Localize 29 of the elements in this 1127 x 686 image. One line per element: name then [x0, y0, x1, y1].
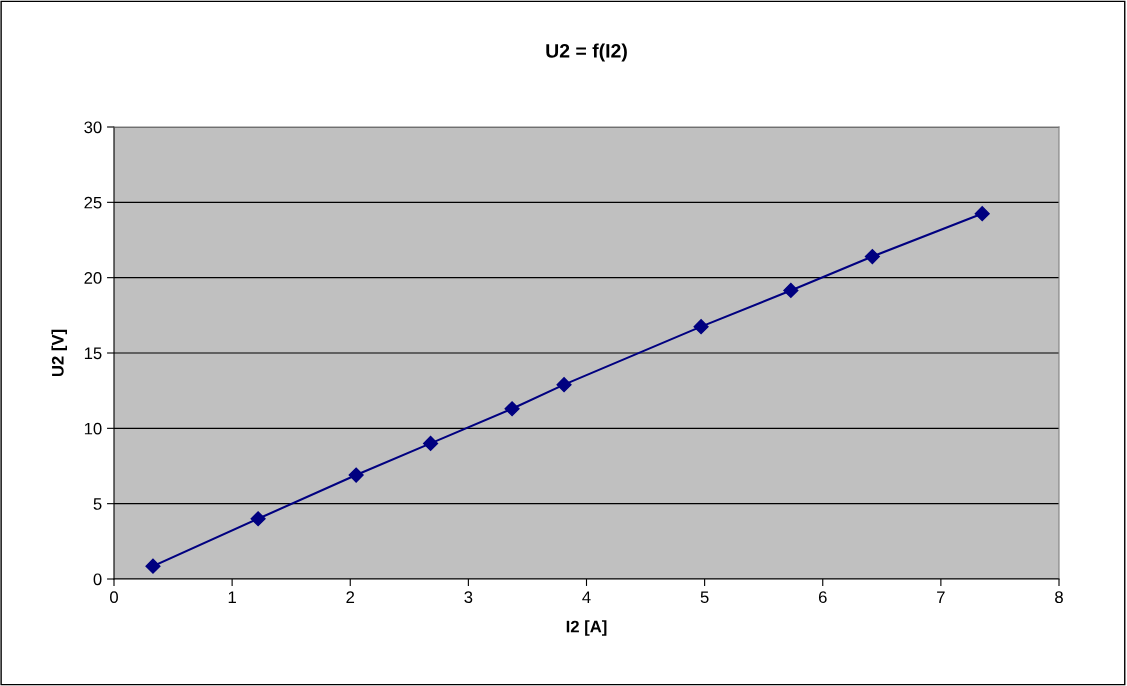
- x-tick-label: 8: [1055, 591, 1063, 604]
- x-tick-label: 6: [818, 591, 827, 604]
- y-tick-label: 5: [93, 498, 102, 510]
- point: [693, 319, 709, 335]
- x-tick-label: 1: [228, 591, 236, 603]
- y-axis-title: U2 [V]: [51, 329, 67, 377]
- point: [250, 511, 266, 527]
- point: [864, 249, 880, 265]
- x-tick-label: 5: [700, 591, 709, 604]
- point: [423, 435, 439, 451]
- point: [348, 467, 364, 483]
- x-tick-label: 2: [346, 591, 355, 603]
- point: [783, 282, 799, 299]
- y-tick-label: 30: [84, 121, 102, 134]
- x-tick-label: 3: [464, 591, 473, 604]
- x-tick-label: 7: [937, 591, 945, 603]
- x-tick-label: 0: [110, 591, 118, 604]
- point: [974, 206, 990, 222]
- x-tick-label: 4: [582, 591, 591, 603]
- point: [556, 377, 572, 393]
- point: [504, 401, 520, 417]
- y-tick-label: 25: [84, 196, 102, 209]
- y-tick-label: 20: [84, 272, 102, 284]
- y-tick-label: 15: [84, 347, 102, 360]
- point: [145, 558, 161, 574]
- y-tick-label: 0: [93, 573, 102, 586]
- y-tick-label: 10: [84, 422, 102, 435]
- chart-title: U2 = f(I2): [546, 43, 627, 62]
- x-axis-title: I2 [A]: [566, 620, 607, 636]
